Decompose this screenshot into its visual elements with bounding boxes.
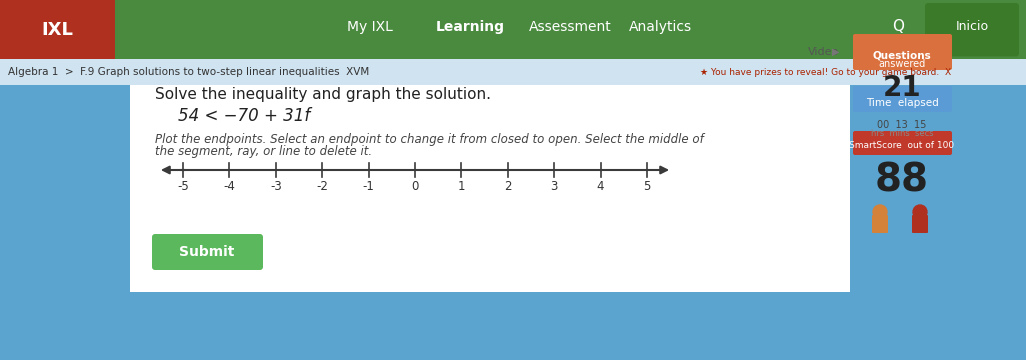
- Text: ▶: ▶: [832, 47, 839, 57]
- Text: Video: Video: [808, 47, 839, 57]
- Text: Learning: Learning: [435, 20, 505, 34]
- FancyBboxPatch shape: [853, 34, 952, 70]
- Text: Analytics: Analytics: [629, 20, 692, 34]
- FancyBboxPatch shape: [0, 59, 1026, 85]
- Text: 54 < −70 + 31f: 54 < −70 + 31f: [177, 107, 310, 125]
- Text: ★ You have prizes to reveal! Go to your game board.  X: ★ You have prizes to reveal! Go to your …: [700, 68, 951, 77]
- Text: Algebra 1  >  F.9 Graph solutions to two-step linear inequalities  XVM: Algebra 1 > F.9 Graph solutions to two-s…: [8, 67, 369, 77]
- Text: SmartScore  out of 100: SmartScore out of 100: [850, 141, 954, 150]
- Text: answered: answered: [878, 59, 925, 69]
- FancyBboxPatch shape: [853, 131, 952, 155]
- Text: 5: 5: [643, 180, 650, 193]
- Text: the segment, ray, or line to delete it.: the segment, ray, or line to delete it.: [155, 145, 372, 158]
- FancyBboxPatch shape: [0, 0, 1026, 59]
- Text: Questions: Questions: [873, 51, 932, 61]
- Text: Q: Q: [892, 19, 904, 34]
- Text: -3: -3: [270, 180, 282, 193]
- Text: Assessment: Assessment: [528, 20, 611, 34]
- Text: Time  elapsed: Time elapsed: [866, 98, 939, 108]
- Text: Plot the endpoints. Select an endpoint to change it from closed to open. Select : Plot the endpoints. Select an endpoint t…: [155, 134, 704, 147]
- Text: -5: -5: [177, 180, 189, 193]
- Text: 88: 88: [875, 161, 929, 199]
- Text: 3: 3: [551, 180, 558, 193]
- Text: Inicio: Inicio: [955, 20, 989, 33]
- Text: 21: 21: [882, 74, 921, 102]
- Text: IXL: IXL: [41, 21, 73, 39]
- Text: Submit: Submit: [180, 245, 235, 259]
- FancyBboxPatch shape: [925, 3, 1019, 57]
- Text: hrs  mins  secs: hrs mins secs: [871, 130, 934, 139]
- Text: 1: 1: [458, 180, 465, 193]
- FancyBboxPatch shape: [130, 85, 850, 292]
- FancyBboxPatch shape: [912, 215, 928, 233]
- FancyBboxPatch shape: [0, 0, 115, 59]
- Text: 4: 4: [597, 180, 604, 193]
- Circle shape: [913, 205, 928, 219]
- Text: -2: -2: [316, 180, 328, 193]
- Text: -1: -1: [362, 180, 374, 193]
- Text: 0: 0: [411, 180, 419, 193]
- FancyBboxPatch shape: [872, 215, 887, 233]
- Text: -4: -4: [224, 180, 235, 193]
- FancyBboxPatch shape: [152, 234, 263, 270]
- Text: My IXL: My IXL: [347, 20, 393, 34]
- FancyBboxPatch shape: [853, 86, 952, 112]
- Circle shape: [873, 205, 887, 219]
- Text: Solve the inequality and graph the solution.: Solve the inequality and graph the solut…: [155, 86, 491, 102]
- Text: 2: 2: [504, 180, 512, 193]
- Text: 00  13  15: 00 13 15: [877, 120, 926, 130]
